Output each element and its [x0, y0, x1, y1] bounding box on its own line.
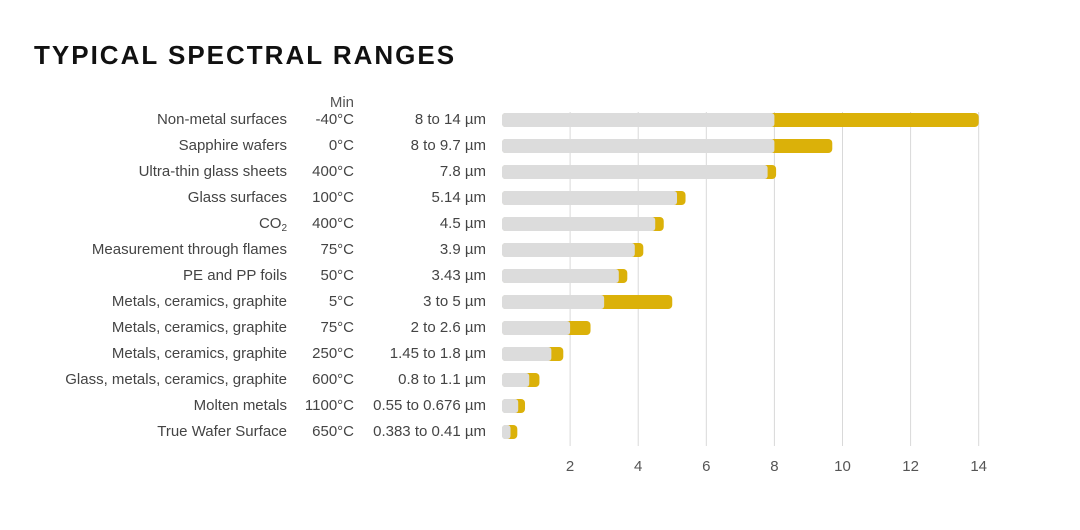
bar-base	[502, 113, 775, 127]
row-min-temp: 75°C	[320, 319, 354, 336]
row-range: 2 to 2.6 µm	[410, 319, 486, 336]
table-row: Ultra-thin glass sheets 400°C 7.8 µm	[0, 161, 500, 183]
row-range: 0.8 to 1.1 µm	[398, 371, 486, 388]
row-min-temp: 75°C	[320, 241, 354, 258]
row-label: True Wafer Surface	[157, 423, 287, 440]
row-range: 1.45 to 1.8 µm	[389, 345, 486, 362]
table-row: Measurement through flames 75°C 3.9 µm	[0, 239, 500, 261]
row-label: CO2	[258, 215, 287, 234]
table-row: CO2 400°C 4.5 µm	[0, 213, 500, 235]
row-label: Glass surfaces	[187, 189, 287, 206]
bar-base	[502, 321, 571, 335]
row-range: 3.9 µm	[439, 241, 486, 258]
table-row: Metals, ceramics, graphite 250°C 1.45 to 1…	[0, 343, 500, 365]
bar-base	[502, 295, 605, 309]
bar-base	[502, 425, 511, 439]
bar-base	[502, 269, 619, 283]
row-label: Glass, metals, ceramics, graphite	[65, 371, 287, 388]
row-range: 7.8 µm	[439, 163, 486, 180]
row-min-temp: 650°C	[312, 423, 354, 440]
min-temp-column-header: Min	[329, 94, 354, 111]
table-row: Glass surfaces 100°C 5.14 µm	[0, 187, 500, 209]
row-range: 5.14 µm	[431, 189, 487, 206]
row-label: Non-metal surfaces	[156, 111, 287, 128]
row-min-temp: 250°C	[312, 345, 354, 362]
row-range: 0.55 to 0.676 µm	[373, 397, 486, 414]
chart-title: TYPICAL SPECTRAL RANGES	[34, 40, 457, 70]
x-tick-label: 6	[702, 458, 710, 475]
row-range: 8 to 14 µm	[414, 111, 486, 128]
row-min-temp: 1100°C	[304, 397, 354, 414]
row-label: Metals, ceramics, graphite	[111, 319, 287, 336]
row-label: Metals, ceramics, graphite	[111, 345, 287, 362]
x-tick-label: 4	[634, 458, 642, 475]
row-range: 0.383 to 0.41 µm	[373, 423, 486, 440]
table-row: Glass, metals, ceramics, graphite 600°C 0.…	[0, 369, 500, 391]
table-row: PE and PP foils 50°C 3.43 µm	[0, 265, 500, 287]
table-row: Non-metal surfaces -40°C 8 to 14 µm	[0, 109, 500, 131]
row-min-temp: 5°C	[328, 293, 354, 310]
table-row: True Wafer Surface 650°C 0.383 to 0.41 µm	[0, 421, 500, 443]
bar-base	[502, 399, 519, 413]
bar-base	[502, 165, 768, 179]
table-row: Sapphire wafers 0°C 8 to 9.7 µm	[0, 135, 500, 157]
x-tick-label: 2	[566, 458, 574, 475]
row-range: 3.43 µm	[431, 267, 487, 284]
row-label: Measurement through flames	[91, 241, 287, 258]
bar-base	[502, 217, 656, 231]
table-row: Molten metals 1100°C 0.55 to 0.676 µm	[0, 395, 500, 417]
x-tick-label: 8	[770, 458, 778, 475]
bar-base	[502, 243, 635, 257]
row-range: 8 to 9.7 µm	[410, 137, 486, 154]
row-label: Sapphire wafers	[178, 137, 287, 154]
row-label: Metals, ceramics, graphite	[111, 293, 287, 310]
bar-base	[502, 139, 775, 153]
row-label: Ultra-thin glass sheets	[138, 163, 287, 180]
row-label-subscript: 2	[281, 223, 287, 234]
row-min-temp: -40°C	[315, 111, 354, 128]
bar-base	[502, 347, 552, 361]
row-min-temp: 100°C	[312, 189, 354, 206]
table-row: Metals, ceramics, graphite 5°C 3 to 5 µm	[0, 291, 500, 313]
row-min-temp: 400°C	[312, 163, 354, 180]
row-range: 4.5 µm	[439, 215, 486, 232]
bar-base	[502, 191, 678, 205]
bar-base	[502, 373, 530, 387]
row-range: 3 to 5 µm	[423, 293, 486, 310]
x-tick-label: 10	[834, 458, 851, 475]
x-tick-label: 14	[970, 458, 987, 475]
row-label: Molten metals	[193, 397, 287, 414]
row-label: PE and PP foils	[183, 267, 287, 284]
row-min-temp: 400°C	[312, 215, 354, 232]
table-row: Metals, ceramics, graphite 75°C 2 to 2.6 µ…	[0, 317, 500, 339]
row-min-temp: 600°C	[312, 371, 354, 388]
x-tick-label: 12	[902, 458, 919, 475]
row-min-temp: 50°C	[320, 267, 354, 284]
row-min-temp: 0°C	[328, 137, 354, 154]
